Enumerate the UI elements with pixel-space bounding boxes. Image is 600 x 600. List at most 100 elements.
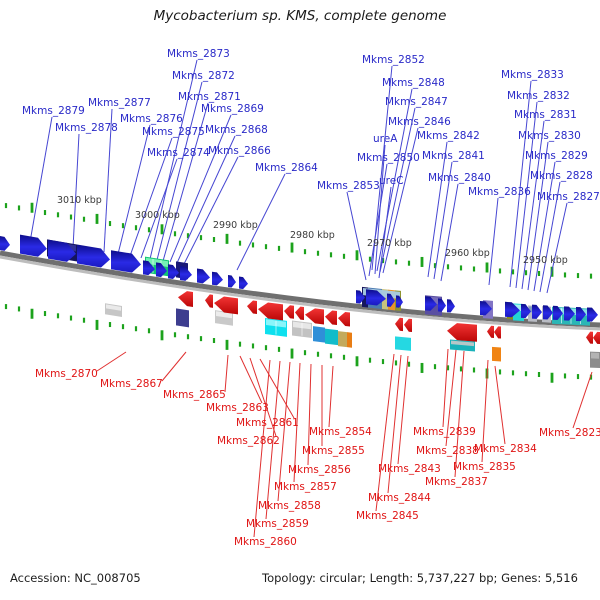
gene-label-mkms_2833: Mkms_2833 [501, 69, 564, 81]
leader-line-top [140, 158, 178, 259]
gene-arrow-plus [521, 303, 531, 319]
tick-dot-lower [316, 351, 320, 357]
leader-line-top [378, 186, 392, 279]
leader-line-bottom [249, 357, 277, 437]
gene-arrow-plus [425, 296, 437, 311]
tick-dot-lower [550, 372, 554, 383]
tick-dot-lower [173, 332, 177, 338]
tick-dot-lower [134, 326, 138, 332]
tick-dot-upper [147, 227, 151, 233]
tick-dot-lower [277, 346, 281, 352]
leader-line-top [103, 108, 113, 253]
tick-dot-lower [251, 343, 255, 349]
tick-dot-lower [511, 370, 515, 376]
leader-line-bottom [259, 358, 295, 419]
tick-dot-lower [472, 367, 476, 373]
leader-line-bottom [454, 350, 465, 478]
gene-label-mkms_2845: Mkms_2845 [356, 510, 419, 522]
gene-block-glyph [176, 308, 189, 328]
tick-dot-lower [589, 374, 593, 380]
gene-block-glyph [492, 346, 501, 362]
gene-label-mkms_2847: Mkms_2847 [385, 96, 448, 108]
gene-arrow-minus [205, 294, 213, 308]
tick-dot-lower [342, 354, 346, 360]
gene-label-mkms_2840: Mkms_2840 [428, 172, 491, 184]
tick-dot-upper [225, 233, 229, 244]
gene-arrow-minus [325, 310, 337, 326]
gene-arrow-plus [532, 304, 542, 319]
leader-line-top [29, 116, 53, 243]
leader-line-top [546, 202, 568, 294]
tick-dot-lower [264, 345, 268, 351]
gene-label-mkms_2878: Mkms_2878 [55, 122, 118, 134]
tick-dot-lower [186, 334, 190, 340]
gene-label-mkms_2839: Mkms_2839 [413, 426, 476, 438]
tick-dot-lower [43, 311, 47, 317]
gene-label-mkms_2867: Mkms_2867 [100, 378, 163, 390]
leader-line-top [527, 141, 549, 291]
leader-line-top [440, 183, 459, 282]
scale-label-2970-kbp: 2970 kbp [367, 238, 412, 249]
leader-line-bottom [161, 351, 187, 382]
tick-dot-upper [56, 212, 60, 218]
gene-arrow-minus [295, 306, 304, 321]
tick-dot-upper [381, 258, 385, 264]
leader-line-top [368, 163, 388, 277]
gene-label-mkms_2879: Mkms_2879 [22, 105, 85, 117]
tick-dot-upper [355, 250, 359, 261]
scale-label-3010-kbp: 3010 kbp [57, 195, 102, 206]
tick-dot-lower [446, 365, 450, 371]
gene-arrow-minus [214, 296, 238, 315]
gene-arrow-plus [543, 305, 553, 320]
gene-arrow-minus [404, 318, 412, 333]
gene-arrow-minus [338, 311, 350, 327]
gene-label-mkms_2866: Mkms_2866 [208, 145, 271, 157]
tick-dot-upper [576, 273, 580, 279]
gene-block-highlight [146, 257, 168, 267]
leader-line-top [382, 127, 419, 274]
gene-arrow-plus [228, 275, 236, 288]
gene-label-mkms_2873: Mkms_2873 [167, 48, 230, 60]
scale-label-2980-kbp: 2980 kbp [290, 230, 335, 241]
leader-line-bottom [397, 355, 409, 465]
tick-dot-lower [524, 371, 528, 377]
gene-label-mkms_2876: Mkms_2876 [120, 113, 183, 125]
tick-dot-upper [433, 263, 437, 269]
gene-arrow-plus [366, 289, 386, 306]
gene-label-mkms_2872: Mkms_2872 [172, 70, 235, 82]
backbone-arc-shadow [0, 255, 600, 331]
tick-dot-upper [407, 260, 411, 266]
tick-dot-upper [95, 213, 99, 224]
gene-block-highlight [591, 352, 599, 359]
gene-label-mkms_2843: Mkms_2843 [378, 463, 441, 475]
leader-line-bottom [277, 361, 291, 502]
gene-arrow-plus [505, 301, 520, 318]
gene-arrow-plus [156, 262, 167, 278]
gene-label-mkms_2846: Mkms_2846 [388, 116, 451, 128]
gene-label-mkms_2834: Mkms_2834 [474, 443, 537, 455]
tick-dot-lower [537, 372, 541, 378]
tick-dot-lower [56, 313, 60, 319]
gene-label-mkms_2855: Mkms_2855 [302, 445, 365, 457]
gene-arrow-plus [143, 260, 155, 276]
tick-dot-upper [420, 256, 424, 267]
tick-dot-upper [69, 214, 73, 220]
leader-line-top [149, 59, 198, 260]
gene-label-mkms_2853: Mkms_2853 [317, 180, 380, 192]
gene-arrow-plus [197, 268, 210, 284]
gene-label-mkms_2862: Mkms_2862 [217, 435, 280, 447]
leader-line-bottom [293, 362, 301, 483]
gene-label-mkms_2857: Mkms_2857 [274, 481, 337, 493]
tick-dot-upper [511, 269, 515, 275]
gene-arrow-plus [180, 266, 192, 281]
gene-arrow-plus [447, 299, 455, 313]
gene-label-mkms_2835: Mkms_2835 [453, 461, 516, 473]
tick-dot-lower [355, 356, 359, 367]
gene-label-mkms_2869: Mkms_2869 [201, 103, 264, 115]
tick-dot-upper [537, 271, 541, 277]
leader-line-top [515, 101, 538, 289]
gene-arrow-minus [305, 308, 324, 325]
gene-arrow-plus [396, 295, 403, 308]
tick-dot-upper [589, 273, 593, 279]
leader-line-bottom [445, 349, 457, 447]
